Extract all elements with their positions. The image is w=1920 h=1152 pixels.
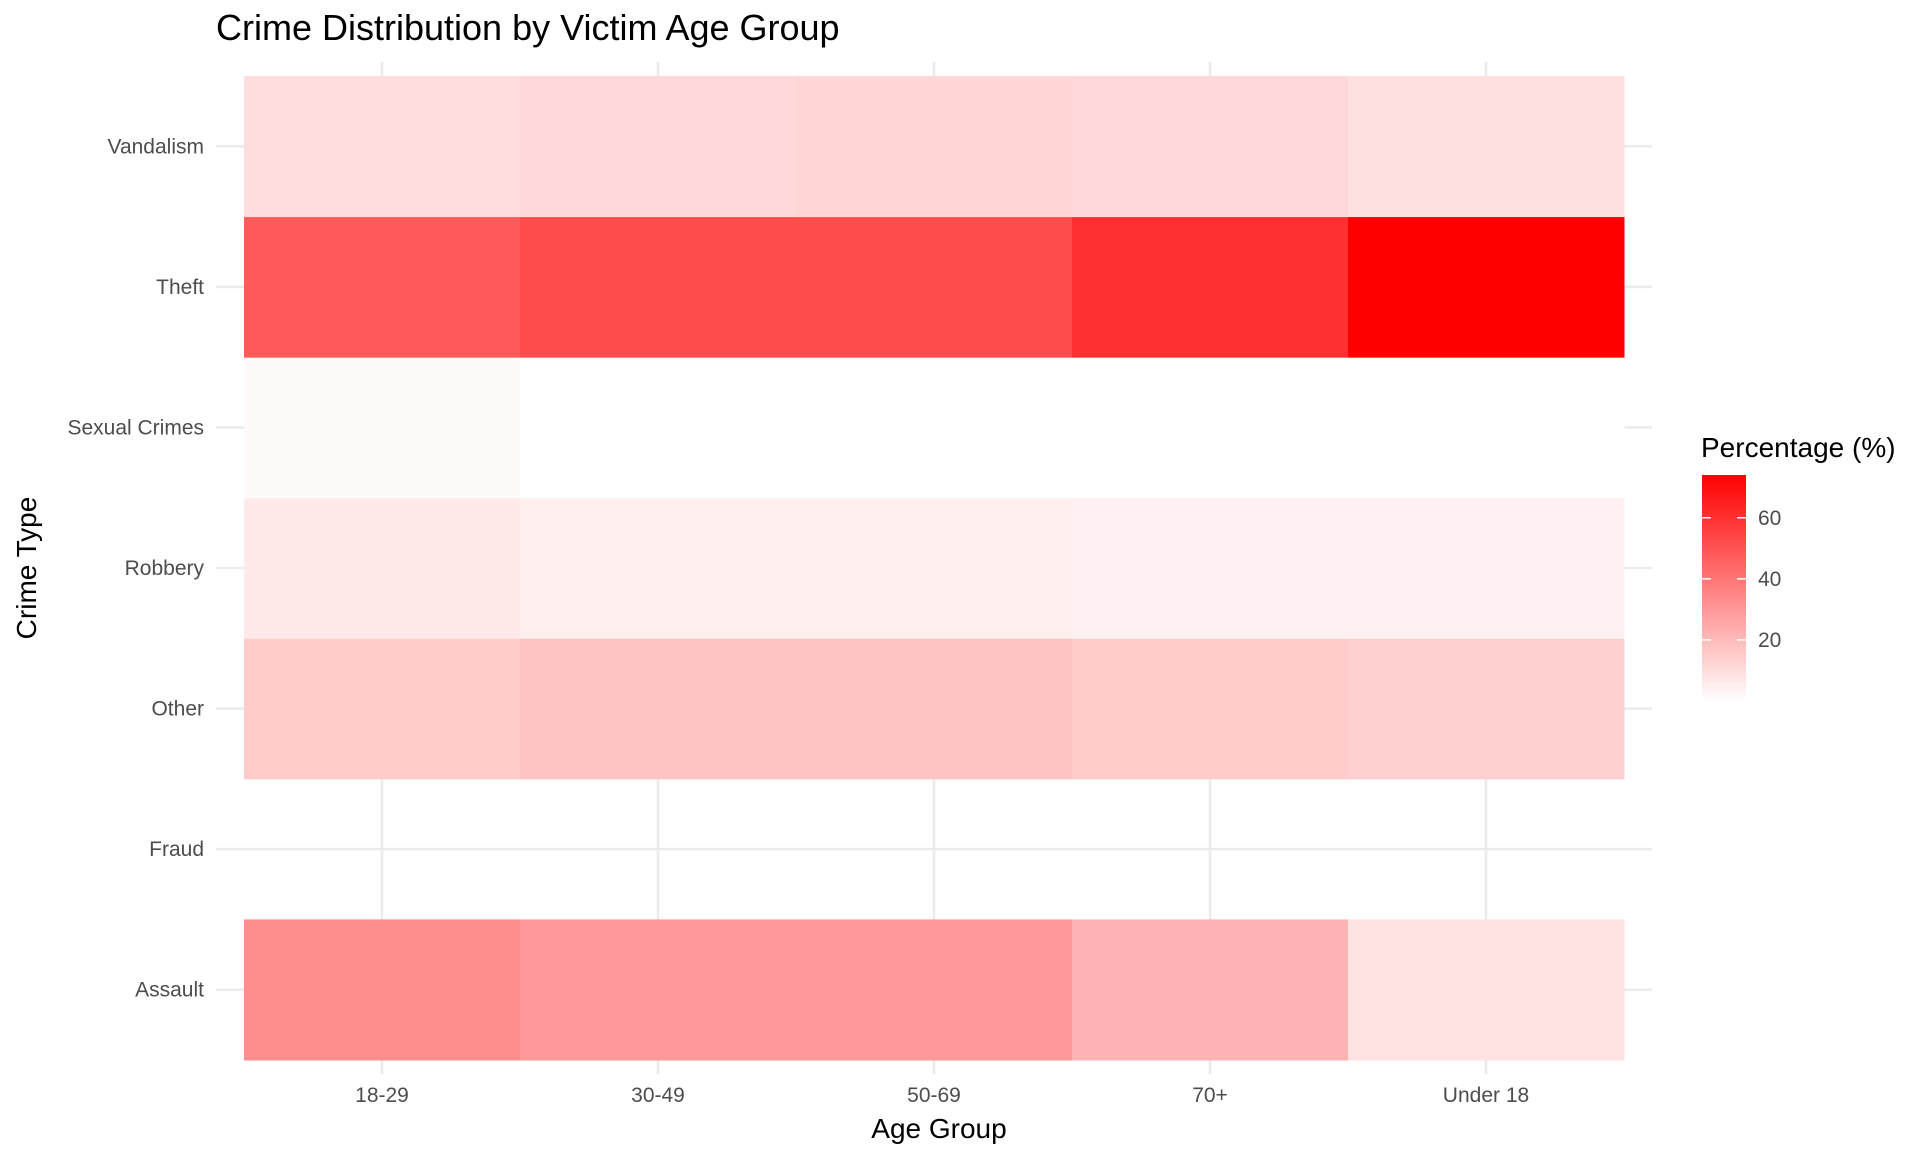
y-tick-labels: Assault Fraud Other Robbery Sexual Crimes The… [67,135,204,1001]
chart-title: Crime Distribution by Victim Age Group [216,7,840,48]
x-tick-label: Under 18 [1443,1084,1529,1107]
heatmap-cell [1072,919,1349,1061]
heatmap-cell [520,919,797,1061]
legend-tick-label: 60 [1758,507,1781,530]
heatmap-cell [244,919,521,1061]
x-tick-label: 70+ [1192,1084,1228,1107]
heatmap-cell [1348,919,1625,1061]
x-tick-label: 18-29 [355,1084,409,1107]
heatmap-cell [796,216,1073,358]
heatmap-cell [244,216,521,358]
heatmap-cell [520,76,797,218]
heatmap-cell [1072,216,1349,358]
y-tick-label: Robbery [125,557,205,580]
y-tick-label: Assault [135,979,204,1002]
y-tick-label: Other [151,698,204,721]
heatmap-cell [796,497,1073,639]
y-tick-label: Sexual Crimes [67,416,204,439]
heatmap-cell [1348,216,1625,358]
heatmap-cell [244,76,521,218]
heatmap-cell [1348,638,1625,780]
legend-tick-label: 40 [1758,568,1781,591]
heatmap-cell [520,638,797,780]
heatmap-cell [520,497,797,639]
heatmap-cell [796,638,1073,780]
heatmap-cell [1072,357,1349,499]
legend: Percentage (%) 20 40 60 [1701,432,1896,701]
heatmap-cell [1072,497,1349,639]
x-axis-title: Age Group [871,1113,1006,1144]
heatmap-cell [244,357,521,499]
x-tick-labels: 18-29 30-49 50-69 70+ Under 18 [355,1084,1529,1107]
heatmap-cell [244,497,521,639]
heatmap-cell [1348,76,1625,218]
heatmap-cell [1072,76,1349,218]
heatmap-cell [1348,497,1625,639]
legend-tick-label: 20 [1758,629,1781,652]
y-tick-label: Theft [156,276,204,299]
legend-title: Percentage (%) [1701,432,1896,463]
heatmap-cell [796,357,1073,499]
heatmap-cell [520,216,797,358]
heatmap-cell [796,76,1073,218]
heatmap-cells [244,76,1625,1061]
heatmap-cell [244,638,521,780]
x-tick-label: 30-49 [631,1084,685,1107]
heatmap-cell [520,357,797,499]
heatmap-cell [796,919,1073,1061]
y-tick-label: Fraud [149,838,204,861]
legend-colorbar [1702,475,1746,701]
y-tick-label: Vandalism [108,135,205,158]
legend-ticks: 20 40 60 [1702,507,1781,652]
heatmap-cell [1348,357,1625,499]
x-tick-label: 50-69 [907,1084,961,1107]
y-axis-title: Crime Type [11,497,42,640]
heatmap-cell [1072,638,1349,780]
